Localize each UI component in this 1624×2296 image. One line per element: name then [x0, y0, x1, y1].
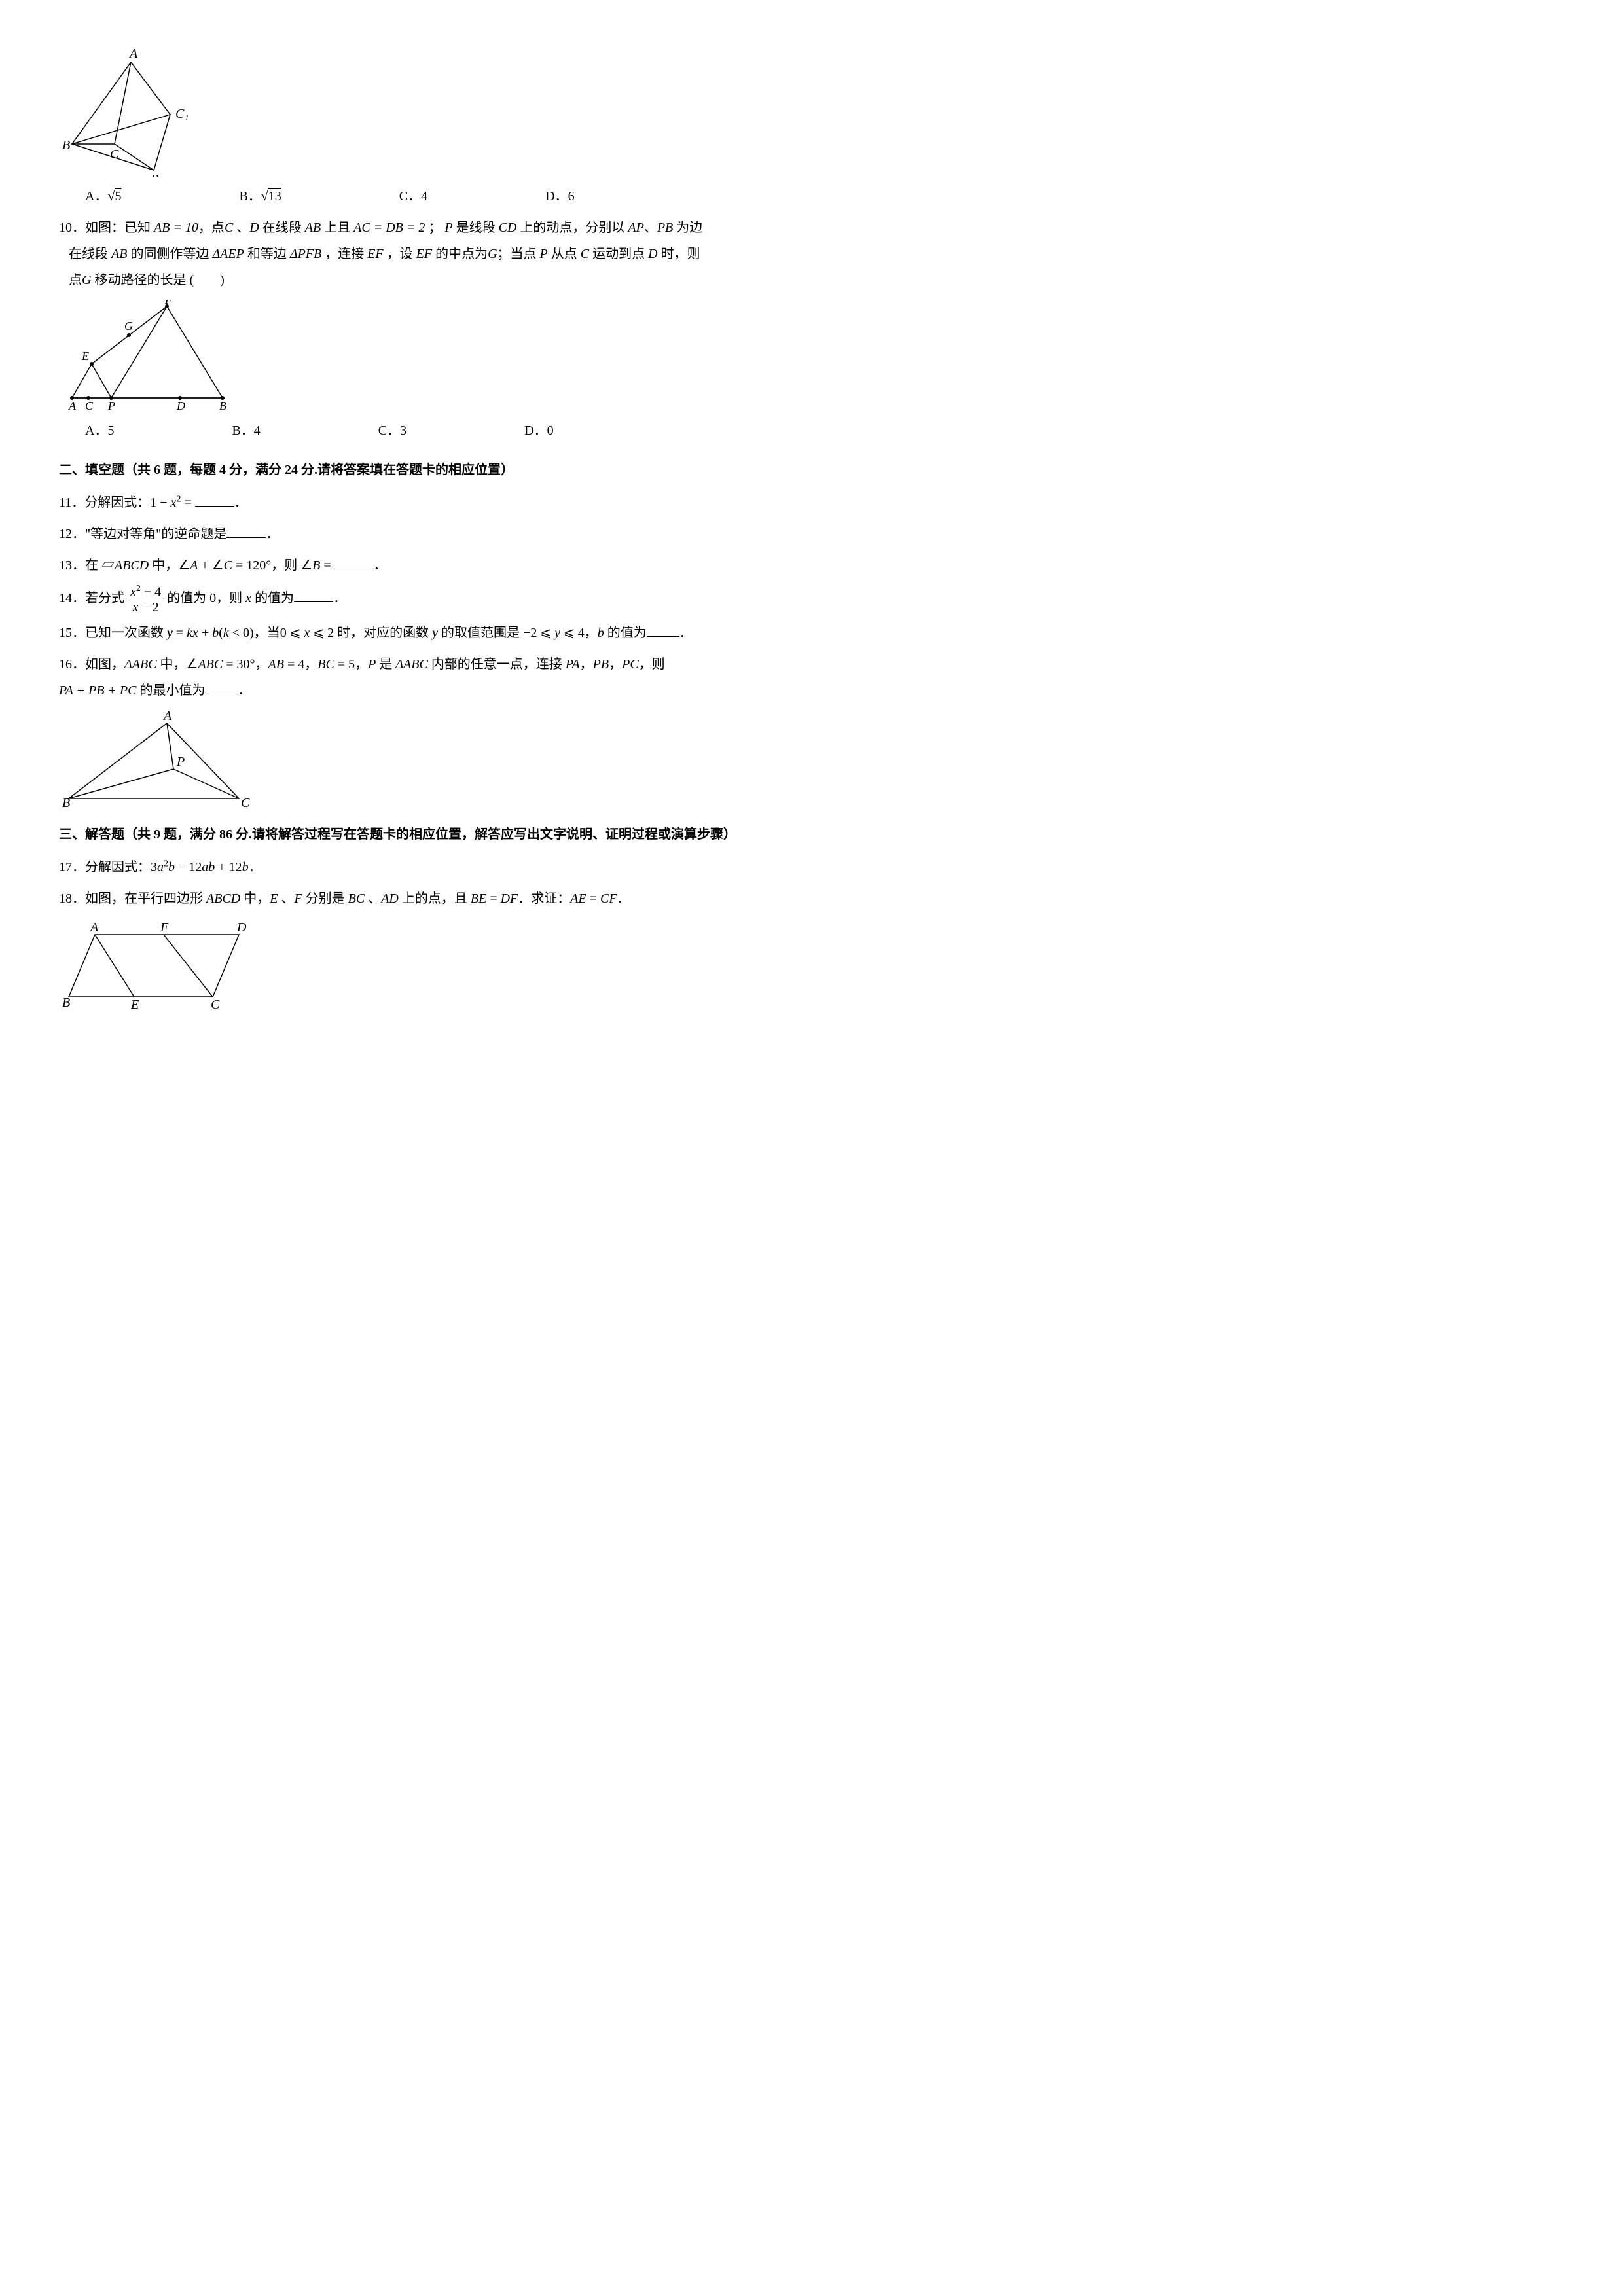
- label-C: C: [241, 796, 250, 808]
- q9-option-A: A．√5: [85, 183, 121, 209]
- label-A: A: [68, 399, 77, 411]
- q10-option-A: A．5: [85, 418, 114, 444]
- figure-q18: A F D B E C: [59, 918, 1565, 1010]
- label-B: B: [219, 399, 226, 411]
- q18: 18．如图，在平行四边形 ABCD 中，E 、F 分别是 BC 、AD 上的点，…: [59, 886, 1565, 912]
- label-F: F: [160, 920, 169, 935]
- label-C: C: [110, 147, 119, 162]
- label-P: P: [176, 755, 185, 769]
- figure-q16: A B C P: [59, 710, 1565, 808]
- q9-option-D: D．6: [545, 183, 574, 209]
- section-2-title: 二、填空题（共 6 题，每题 4 分，满分 24 分.请将答案填在答题卡的相应位…: [59, 457, 1565, 483]
- q12: 12．"等边对等角"的逆命题是．: [59, 521, 1565, 547]
- q10: 10．如图：已知 AB = 10，点C 、D 在线段 AB 上且 AC = DB…: [59, 215, 1565, 293]
- label-D: D: [236, 920, 247, 935]
- q10-option-C: C．3: [378, 418, 406, 444]
- label-E: E: [81, 350, 89, 363]
- label-E: E: [130, 997, 139, 1010]
- figure-q9: A B C C₁ B₁: [59, 46, 1565, 177]
- label-C1: C₁: [175, 107, 189, 121]
- label-B: B: [62, 138, 70, 152]
- label-P: P: [107, 399, 115, 411]
- q9-options: A．√5 B．√13 C．4 D．6: [85, 183, 1565, 209]
- q13: 13．在 ▱ABCD 中，∠A + ∠C = 120°，则 ∠B = ．: [59, 552, 1565, 579]
- label-C: C: [85, 399, 94, 411]
- q14: 14．若分式 x2 − 4x − 2 的值为 0，则 x 的值为．: [59, 584, 1565, 615]
- label-D: D: [176, 399, 185, 411]
- label-C: C: [211, 997, 220, 1010]
- figure-q10: A C P D B E F G: [59, 300, 1565, 411]
- label-A: A: [128, 46, 138, 61]
- q15: 15．已知一次函数 y = kx + b(k < 0)，当0 ⩽ x ⩽ 2 时…: [59, 620, 1565, 646]
- label-F: F: [164, 300, 173, 306]
- label-A: A: [89, 920, 99, 935]
- q9-option-B: B．√13: [239, 183, 281, 209]
- q10-option-B: B．4: [232, 418, 260, 444]
- q9-option-C: C．4: [399, 183, 427, 209]
- label-B: B: [62, 996, 70, 1010]
- section-3-title: 三、解答题（共 9 题，满分 86 分.请将解答过程写在答题卡的相应位置，解答应…: [59, 821, 1565, 848]
- label-G: G: [124, 319, 133, 332]
- label-B: B: [62, 796, 70, 808]
- q10-options: A．5 B．4 C．3 D．0: [85, 418, 1565, 444]
- label-A: A: [162, 710, 172, 723]
- q10-option-D: D．0: [524, 418, 553, 444]
- q16: 16．如图，ΔABC 中，∠ABC = 30°，AB = 4，BC = 5，P …: [59, 651, 1565, 704]
- label-B1: B₁: [151, 172, 163, 177]
- q11: 11．分解因式：1 − x2 = ．: [59, 490, 1565, 516]
- q17: 17．分解因式：3a2b − 12ab + 12b．: [59, 854, 1565, 880]
